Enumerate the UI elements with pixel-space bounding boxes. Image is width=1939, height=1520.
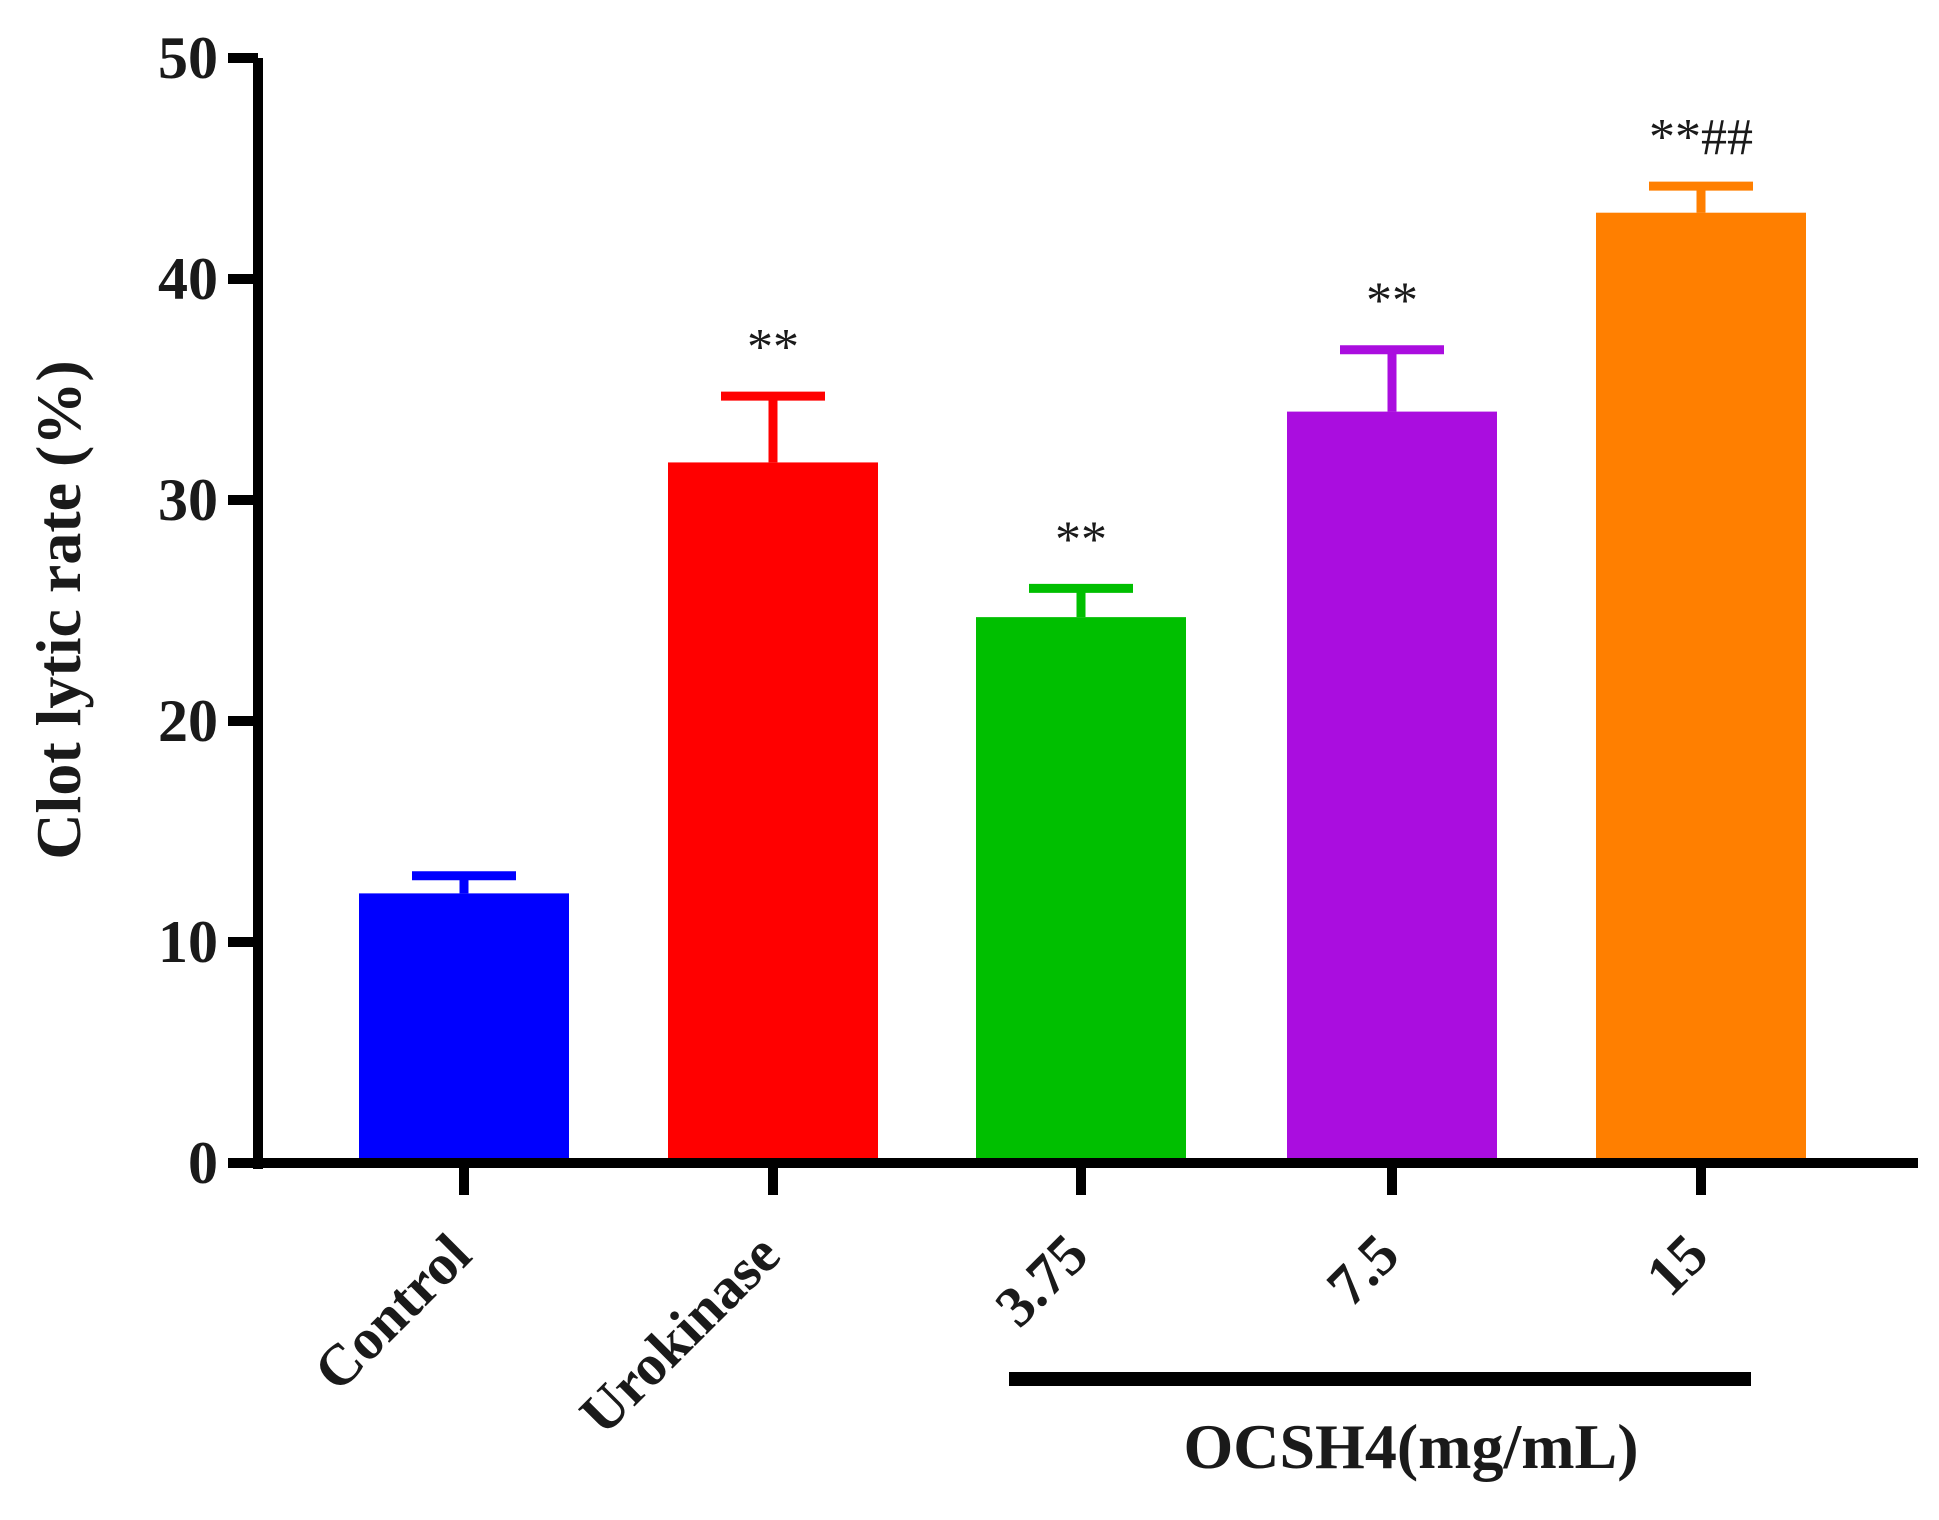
x-tick-label: Control: [301, 1221, 483, 1403]
bar: [359, 893, 569, 1158]
group-label: OCSH4(mg/mL): [1183, 1411, 1638, 1482]
x-tick-label: 15: [1633, 1221, 1720, 1308]
error-bars: [412, 181, 1753, 894]
significance-label: **##: [1649, 109, 1753, 166]
significance-label: **: [1366, 273, 1418, 330]
bar: [668, 462, 878, 1158]
bar: [976, 617, 1186, 1158]
y-tick-label: 50: [158, 25, 218, 91]
y-tick-label: 30: [158, 467, 218, 533]
y-tick-label: 10: [158, 909, 218, 975]
x-tick-label: 3.75: [982, 1221, 1100, 1339]
significance-markers: ** ** ** **##: [747, 109, 1753, 568]
y-tick-label: 20: [158, 688, 218, 754]
bar: [1596, 212, 1806, 1158]
y-tick-label: 40: [158, 246, 218, 312]
x-tick-label: Urokinase: [567, 1221, 792, 1446]
significance-label: **: [747, 319, 799, 376]
bars: [359, 212, 1806, 1159]
axes: 0 10 20 30 40 50: [158, 25, 1918, 1196]
bar: [1287, 411, 1497, 1159]
y-tick-label: 0: [188, 1130, 218, 1196]
x-tick-label: 7.5: [1314, 1221, 1411, 1318]
significance-label: **: [1055, 511, 1107, 568]
y-axis-title: Clot lytic rate (%): [23, 360, 94, 859]
